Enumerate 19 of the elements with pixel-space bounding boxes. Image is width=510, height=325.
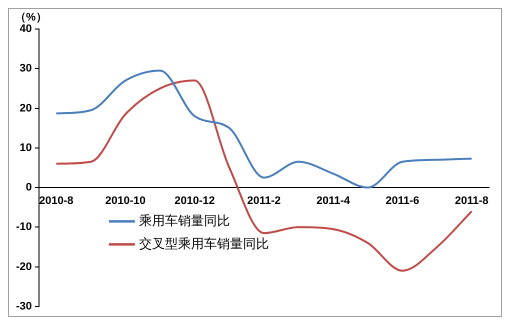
x-tick-label: 2011-6: [386, 195, 420, 208]
y-tick-label: 40: [20, 23, 32, 36]
x-tick-label: 2010-8: [39, 195, 74, 208]
legend-label: 乘用车销量同比: [138, 212, 230, 228]
y-tick-label: 20: [20, 102, 32, 114]
y-tick-label: -20: [16, 260, 32, 273]
x-tick-label: 2011-4: [316, 195, 351, 208]
legend-label: 交叉型乘用车销量同比: [138, 236, 269, 251]
line-series: [55, 70, 473, 189]
x-tick-label: 2011-2: [247, 195, 281, 208]
y-tick-label: 0: [26, 182, 32, 194]
y-tick-label: -10: [16, 221, 32, 234]
y-tick-label: -30: [16, 300, 32, 312]
y-tick-label: 30: [20, 62, 32, 75]
x-tick-label: 2011-8: [454, 195, 489, 208]
y-tick-label: 10: [20, 142, 32, 154]
x-tick-label: 2010-10: [105, 195, 146, 208]
y-axis-title: （%）: [15, 12, 47, 24]
x-tick-label: 2010-12: [174, 195, 215, 208]
